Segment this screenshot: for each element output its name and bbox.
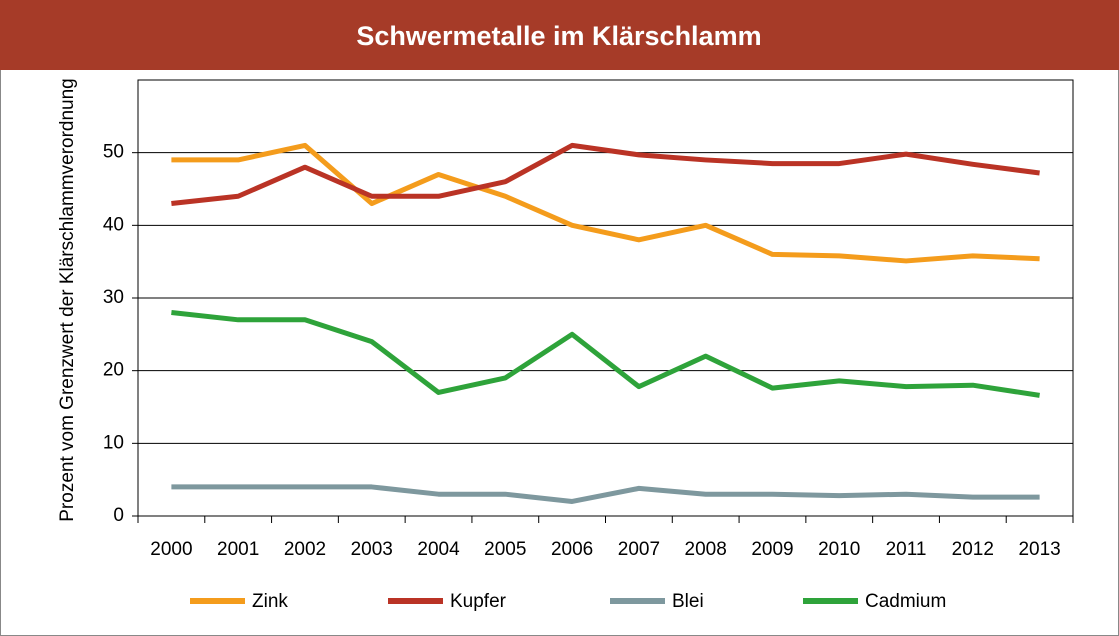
x-tick-label: 2008: [685, 539, 727, 560]
x-tick-label: 2009: [751, 539, 793, 560]
series-line: [171, 142, 1040, 207]
x-tick-label: 2004: [417, 539, 460, 560]
x-tick-label: 2013: [1018, 539, 1060, 560]
legend-label: Cadmium: [865, 591, 946, 612]
y-tick-label: 50: [103, 142, 124, 163]
series-line: [171, 484, 1040, 504]
y-tick-label: 20: [103, 360, 124, 381]
x-tick-label: 2007: [618, 539, 660, 560]
x-tick-label: 2012: [952, 539, 994, 560]
x-tick-label: 2002: [284, 539, 326, 560]
series-line: [171, 310, 1040, 398]
y-tick-label: 30: [103, 287, 124, 308]
header: [0, 0, 1119, 70]
y-axis-label: Prozent vom Grenzwert der Klärschlammver…: [57, 78, 78, 522]
legend-label: Kupfer: [450, 591, 507, 612]
y-tick-label: 0: [113, 505, 124, 526]
chart-title: Schwermetalle im Klärschlamm: [356, 21, 761, 51]
x-tick-label: 2006: [551, 539, 593, 560]
x-tick-label: 2011: [886, 539, 927, 560]
x-tick-label: 2010: [818, 539, 860, 560]
y-tick-label: 10: [103, 432, 124, 453]
x-tick-label: 2003: [351, 539, 393, 560]
series-line: [171, 142, 1040, 264]
y-tick-label: 40: [103, 214, 124, 235]
legend-label: Zink: [252, 591, 288, 612]
x-tick-label: 2005: [484, 539, 526, 560]
x-tick-label: 2001: [217, 539, 259, 560]
legend-label: Blei: [672, 591, 704, 612]
x-tick-label: 2000: [150, 539, 192, 560]
